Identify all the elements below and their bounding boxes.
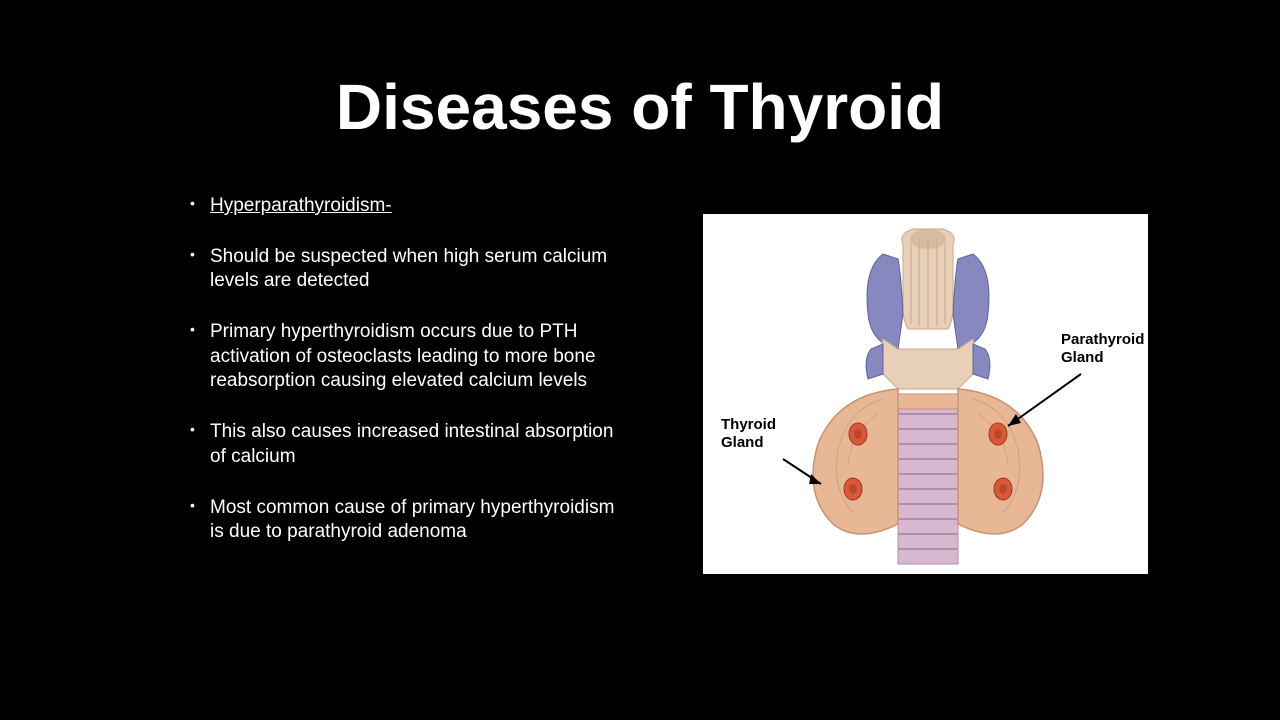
text-column: Hyperparathyroidism- Should be suspected… [60, 194, 617, 680]
bullet-item: Primary hyperthyroidism occurs due to PT… [190, 320, 617, 394]
thyroid-anatomy-svg: Thyroid Gland Parathyroid Gland [703, 214, 1148, 574]
slide-container: Diseases of Thyroid Hyperparathyroidism-… [0, 0, 1280, 720]
image-column: Thyroid Gland Parathyroid Gland [647, 194, 1204, 680]
bullet-item: Hyperparathyroidism- [190, 194, 617, 219]
trachea-shape [898, 394, 958, 564]
bullet-item: Most common cause of primary hyperthyroi… [190, 496, 617, 545]
slide-title: Diseases of Thyroid [60, 70, 1220, 144]
thyroid-isthmus [898, 394, 958, 409]
thyroid-label: Thyroid Gland [721, 416, 780, 451]
content-area: Hyperparathyroidism- Should be suspected… [60, 194, 1220, 680]
anatomy-diagram: Thyroid Gland Parathyroid Gland [703, 214, 1148, 574]
parathyroid-label: Parathyroid Gland [1061, 331, 1148, 366]
thyroid-right-lobe [813, 389, 898, 534]
bullet-item: Should be suspected when high serum calc… [190, 245, 617, 294]
cricoid-cartilage [866, 339, 990, 389]
parathyroid-arrow [1008, 374, 1081, 426]
bullet-list: Hyperparathyroidism- Should be suspected… [190, 194, 617, 545]
larynx-shape [901, 229, 954, 329]
bullet-item: This also causes increased intestinal ab… [190, 420, 617, 469]
